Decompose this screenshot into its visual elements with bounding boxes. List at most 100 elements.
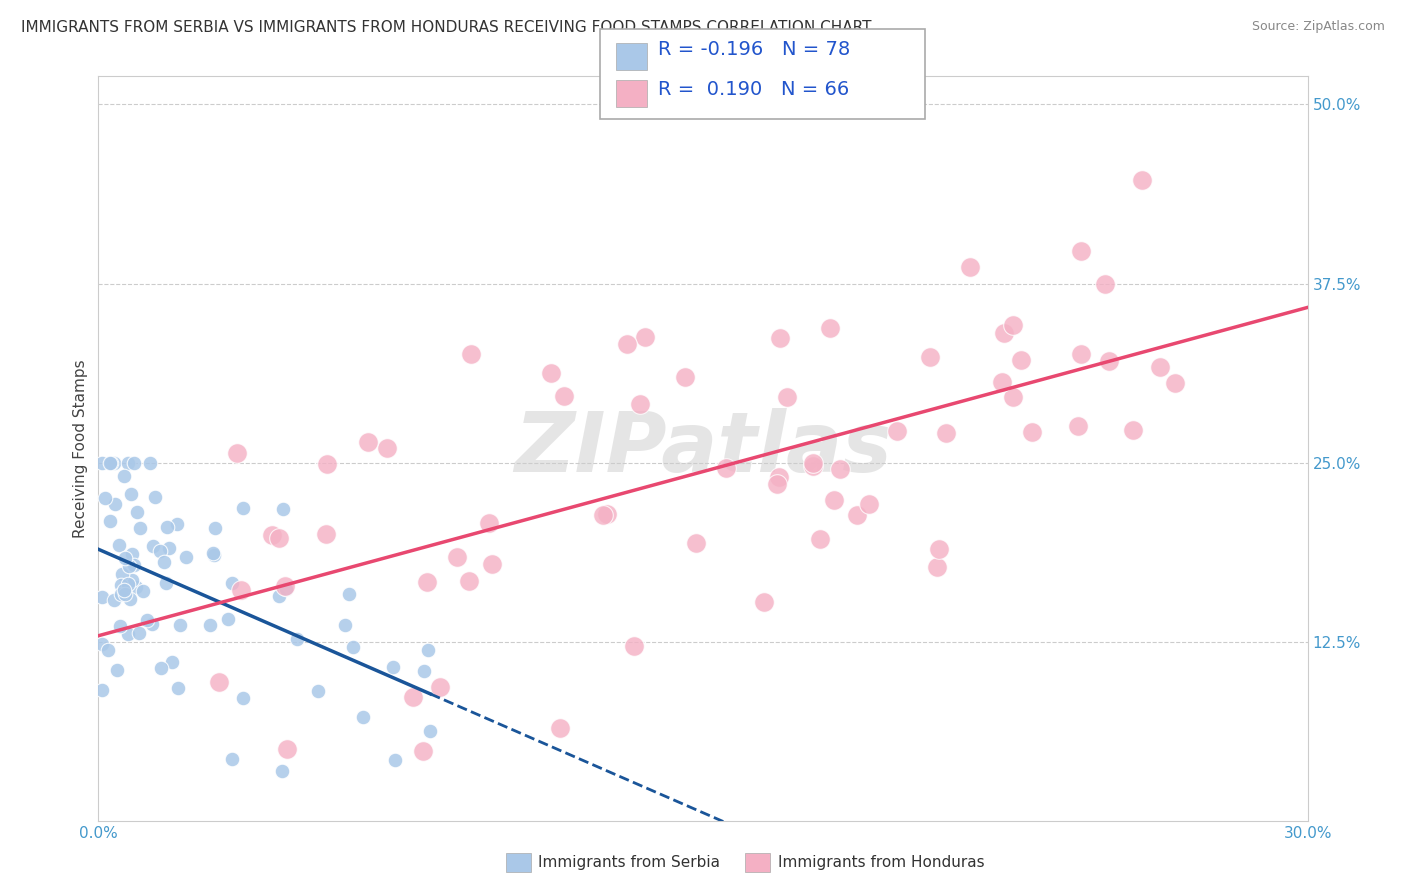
Point <box>419 724 441 739</box>
Point <box>260 527 283 541</box>
Point <box>316 458 339 472</box>
Point <box>141 617 163 632</box>
Point <box>416 643 439 657</box>
Text: IMMIGRANTS FROM SERBIA VS IMMIGRANTS FROM HONDURAS RECEIVING FOOD STAMPS CORRELA: IMMIGRANTS FROM SERBIA VS IMMIGRANTS FRO… <box>21 20 872 35</box>
Point <box>160 656 183 670</box>
Point <box>204 520 226 534</box>
Point <box>382 660 405 674</box>
Point <box>231 583 253 598</box>
Point <box>384 753 406 767</box>
Point <box>269 531 291 545</box>
Point <box>149 544 172 558</box>
Point <box>830 462 852 476</box>
Point <box>818 321 841 335</box>
Point <box>198 617 221 632</box>
Point <box>553 389 575 403</box>
Point <box>221 752 243 766</box>
Point <box>103 593 125 607</box>
Text: Source: ZipAtlas.com: Source: ZipAtlas.com <box>1251 20 1385 33</box>
Point <box>429 680 451 694</box>
Point <box>925 559 948 574</box>
Point <box>105 663 128 677</box>
Point <box>766 477 789 491</box>
Point <box>754 594 776 608</box>
Point <box>769 331 792 345</box>
Point <box>402 690 425 704</box>
Point <box>94 491 117 505</box>
Point <box>114 551 136 566</box>
Point <box>478 516 501 531</box>
Point <box>117 456 139 470</box>
Point <box>97 642 120 657</box>
Point <box>273 579 295 593</box>
Point <box>155 576 177 591</box>
Point <box>115 577 138 591</box>
Point <box>446 550 468 565</box>
Point <box>481 558 503 572</box>
Point <box>1010 352 1032 367</box>
Point <box>110 587 132 601</box>
Point <box>628 397 651 411</box>
Point <box>808 532 831 546</box>
Point <box>125 580 148 594</box>
Point <box>1002 390 1025 404</box>
Point <box>112 583 135 598</box>
Point <box>204 548 226 562</box>
Point <box>413 664 436 678</box>
Point <box>157 541 180 555</box>
Point <box>128 625 150 640</box>
Point <box>201 546 224 560</box>
Point <box>776 390 799 404</box>
Point <box>416 574 439 589</box>
Point <box>232 691 254 706</box>
Point <box>122 456 145 470</box>
Point <box>132 584 155 599</box>
Point <box>307 683 329 698</box>
Point <box>217 612 239 626</box>
Point <box>100 456 122 470</box>
Point <box>623 639 645 653</box>
Point <box>685 535 707 549</box>
Point <box>166 517 188 532</box>
Point <box>114 587 136 601</box>
Point <box>1164 376 1187 390</box>
Point <box>801 456 824 470</box>
Point <box>935 425 957 440</box>
Point <box>267 589 290 603</box>
Point <box>1067 418 1090 433</box>
Point <box>118 592 141 607</box>
Point <box>375 442 398 456</box>
Point <box>91 683 114 698</box>
Point <box>959 260 981 274</box>
Point <box>91 637 114 651</box>
Point <box>823 493 845 508</box>
Point <box>1070 244 1092 258</box>
Point <box>110 619 132 633</box>
Point <box>616 336 638 351</box>
Point <box>208 675 231 690</box>
Point <box>596 507 619 521</box>
Point <box>352 710 374 724</box>
Point <box>221 576 243 591</box>
Point <box>118 558 141 573</box>
Point <box>337 587 360 601</box>
Point <box>1098 354 1121 368</box>
Point <box>1021 425 1043 439</box>
Point <box>120 487 142 501</box>
Point <box>276 741 298 756</box>
Point <box>156 520 179 534</box>
Point <box>117 577 139 591</box>
Point <box>167 681 190 695</box>
Point <box>457 574 479 588</box>
Point <box>117 626 139 640</box>
Point <box>1094 277 1116 291</box>
Point <box>550 721 572 735</box>
Point <box>104 497 127 511</box>
Point <box>142 539 165 553</box>
Point <box>333 618 356 632</box>
Point <box>152 555 174 569</box>
Point <box>342 640 364 654</box>
Point <box>274 582 297 597</box>
Point <box>714 461 737 475</box>
Point <box>285 632 308 647</box>
